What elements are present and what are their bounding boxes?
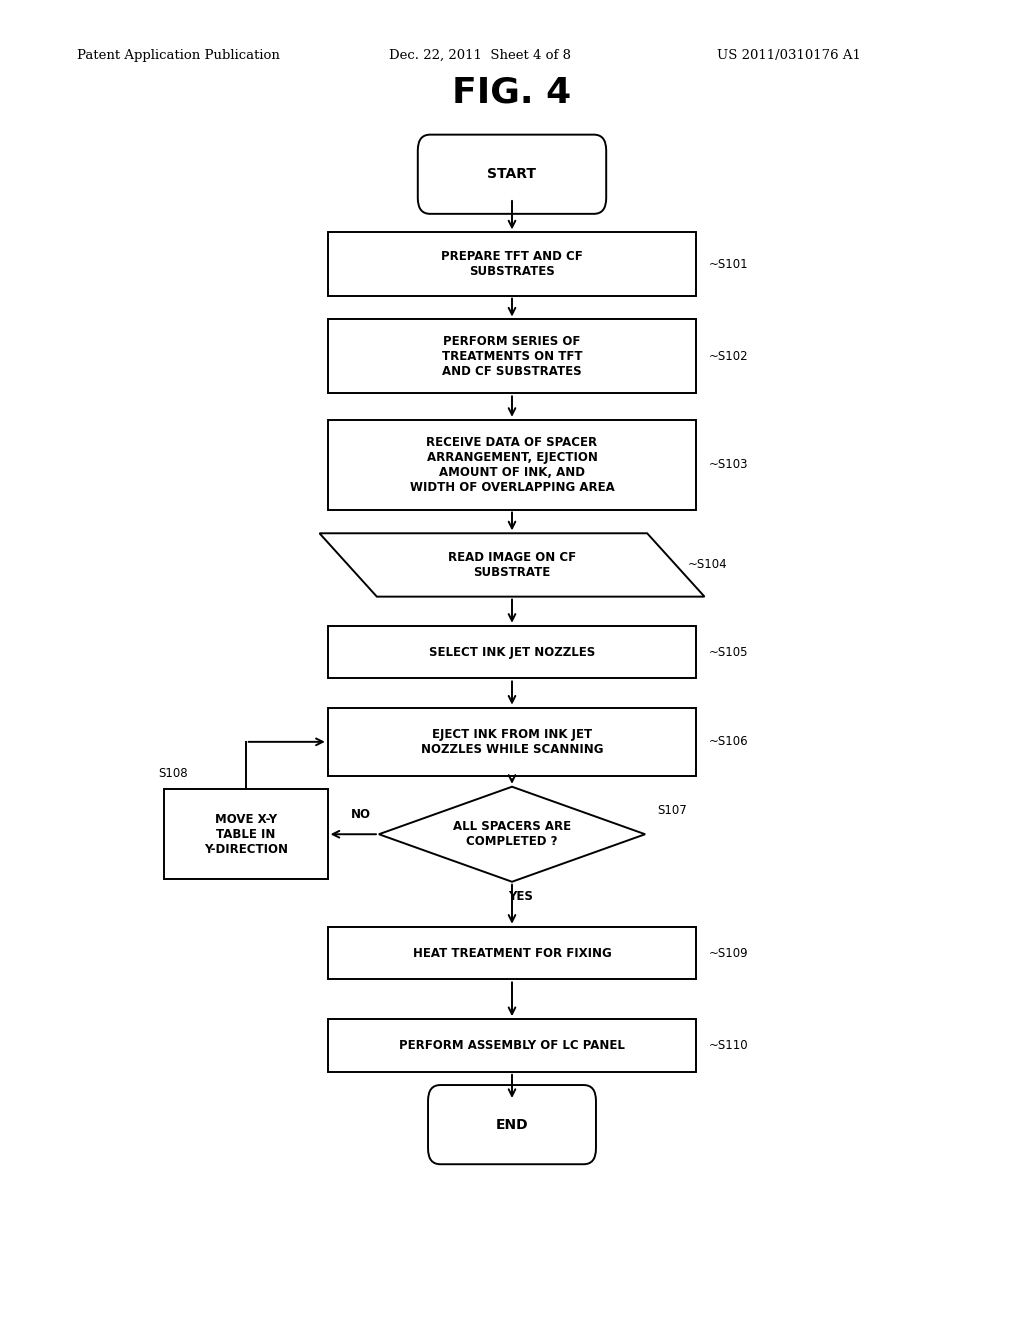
Text: Patent Application Publication: Patent Application Publication (77, 49, 280, 62)
Bar (328, 626, 696, 678)
Text: US 2011/0310176 A1: US 2011/0310176 A1 (717, 49, 861, 62)
Text: FIG. 4: FIG. 4 (453, 75, 571, 110)
Text: ~S110: ~S110 (709, 1039, 749, 1052)
Bar (328, 420, 696, 510)
Text: PREPARE TFT AND CF
SUBSTRATES: PREPARE TFT AND CF SUBSTRATES (441, 249, 583, 279)
Text: HEAT TREATMENT FOR FIXING: HEAT TREATMENT FOR FIXING (413, 946, 611, 960)
Text: ~S103: ~S103 (709, 458, 749, 471)
FancyBboxPatch shape (428, 1085, 596, 1164)
Text: RECEIVE DATA OF SPACER
ARRANGEMENT, EJECTION
AMOUNT OF INK, AND
WIDTH OF OVERLAP: RECEIVE DATA OF SPACER ARRANGEMENT, EJEC… (410, 436, 614, 494)
Text: ~S101: ~S101 (709, 257, 749, 271)
Text: START: START (487, 168, 537, 181)
Bar (328, 232, 696, 296)
FancyBboxPatch shape (418, 135, 606, 214)
Text: ~S109: ~S109 (709, 946, 749, 960)
Text: END: END (496, 1118, 528, 1131)
Polygon shape (319, 533, 705, 597)
Bar (164, 789, 328, 879)
Text: ALL SPACERS ARE
COMPLETED ?: ALL SPACERS ARE COMPLETED ? (453, 820, 571, 849)
Polygon shape (379, 787, 645, 882)
Text: NO: NO (350, 808, 371, 821)
Text: PERFORM ASSEMBLY OF LC PANEL: PERFORM ASSEMBLY OF LC PANEL (399, 1039, 625, 1052)
Text: READ IMAGE ON CF
SUBSTRATE: READ IMAGE ON CF SUBSTRATE (447, 550, 577, 579)
Bar (328, 927, 696, 979)
Text: Dec. 22, 2011  Sheet 4 of 8: Dec. 22, 2011 Sheet 4 of 8 (389, 49, 571, 62)
Bar (328, 708, 696, 776)
Text: ~S105: ~S105 (709, 645, 749, 659)
Text: S108: S108 (159, 767, 188, 780)
Text: ~S106: ~S106 (709, 735, 749, 748)
Bar (328, 1019, 696, 1072)
Text: MOVE X-Y
TABLE IN
Y-DIRECTION: MOVE X-Y TABLE IN Y-DIRECTION (204, 813, 288, 855)
Text: EJECT INK FROM INK JET
NOZZLES WHILE SCANNING: EJECT INK FROM INK JET NOZZLES WHILE SCA… (421, 727, 603, 756)
Bar (328, 319, 696, 393)
Text: YES: YES (508, 890, 532, 903)
Text: ~S102: ~S102 (709, 350, 749, 363)
Text: PERFORM SERIES OF
TREATMENTS ON TFT
AND CF SUBSTRATES: PERFORM SERIES OF TREATMENTS ON TFT AND … (441, 335, 583, 378)
Text: S107: S107 (657, 804, 687, 817)
Text: SELECT INK JET NOZZLES: SELECT INK JET NOZZLES (429, 645, 595, 659)
Text: ~S104: ~S104 (688, 558, 728, 572)
